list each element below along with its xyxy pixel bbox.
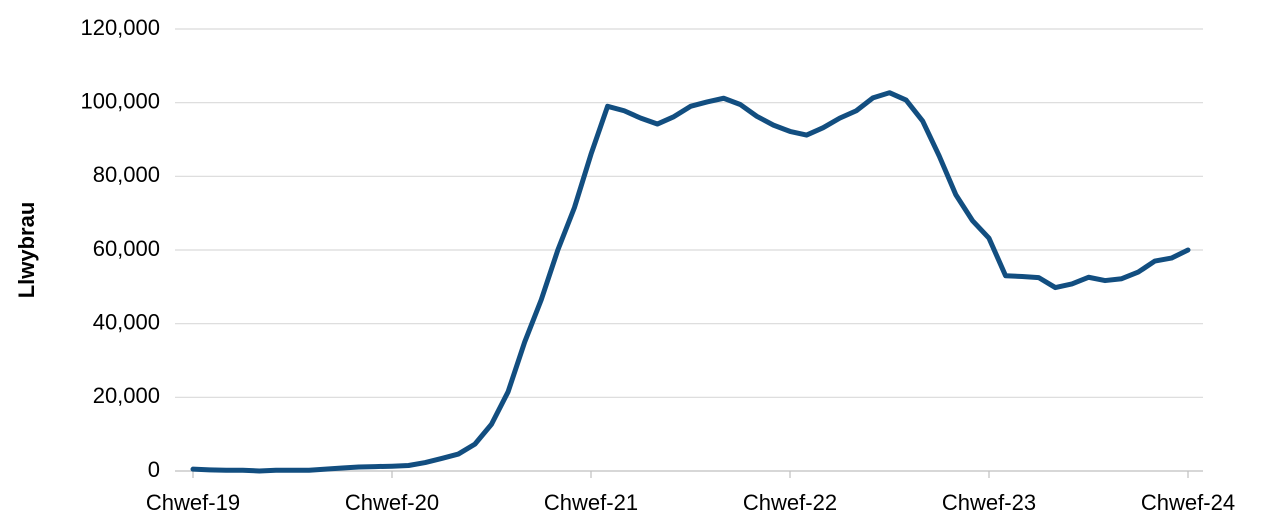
y-tick-label: 80,000	[93, 162, 160, 187]
y-tick-label: 120,000	[80, 15, 160, 40]
x-tick-label: Chwef-24	[1141, 490, 1235, 515]
x-tick-label: Chwef-23	[942, 490, 1036, 515]
y-tick-label: 20,000	[93, 383, 160, 408]
x-tick-label: Chwef-21	[544, 490, 638, 515]
x-tick-label: Chwef-22	[743, 490, 837, 515]
y-tick-label: 40,000	[93, 309, 160, 334]
y-tick-label: 0	[148, 457, 160, 482]
x-tick-label: Chwef-20	[345, 490, 439, 515]
y-axis-label: Llwybrau	[14, 202, 39, 299]
data-line	[190, 90, 1191, 474]
y-tick-label: 100,000	[80, 88, 160, 113]
x-tick-label: Chwef-19	[146, 490, 240, 515]
y-tick-label: 60,000	[93, 236, 160, 261]
